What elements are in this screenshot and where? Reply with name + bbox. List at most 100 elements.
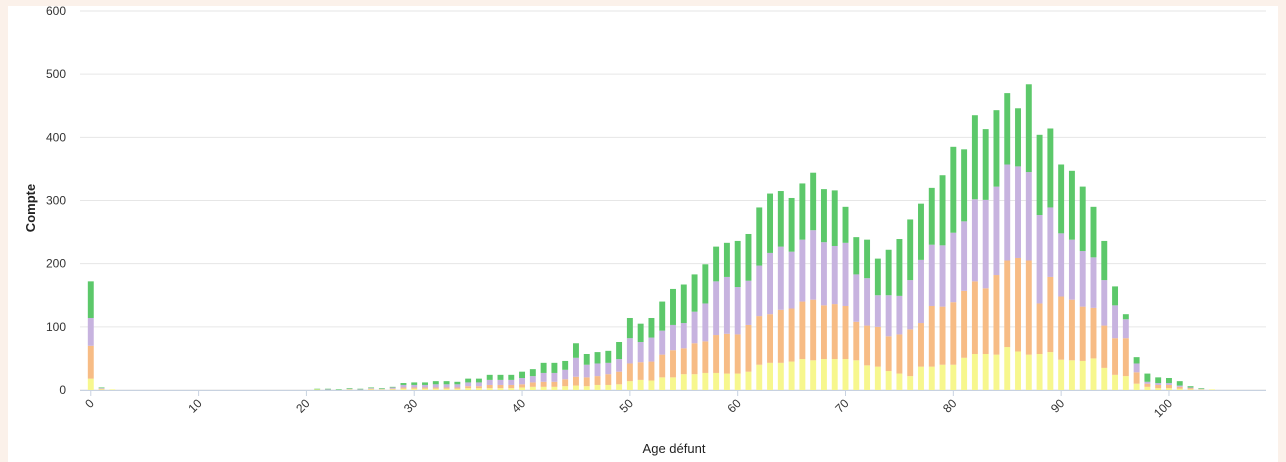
bar-segment: [497, 379, 504, 385]
y-tick-label: 300: [46, 194, 66, 208]
bar-segment: [831, 245, 838, 305]
bar-segment: [971, 353, 978, 390]
bar-segment: [918, 323, 924, 367]
bar-segment: [594, 376, 601, 385]
bar-segment: [648, 380, 655, 390]
bar-segment: [950, 146, 957, 233]
bar-segment: [670, 377, 676, 390]
bar-segment: [572, 357, 579, 377]
bar-segment: [831, 359, 838, 390]
bar-segment: [918, 366, 924, 390]
bar-segment: [1176, 386, 1183, 389]
bar-segment: [1004, 164, 1011, 261]
bar-segment: [411, 387, 418, 389]
bar-segment: [389, 386, 396, 388]
bar-segment: [519, 377, 526, 385]
bar-segment: [1165, 383, 1172, 385]
bar-segment: [885, 249, 892, 296]
bar-segment: [465, 388, 472, 390]
bar-segment: [820, 189, 827, 243]
x-tick-label: 0: [82, 396, 97, 411]
bar-segment: [378, 388, 385, 390]
bar-segment: [87, 317, 94, 346]
bar-segment: [918, 259, 924, 324]
bar-segment: [993, 354, 1000, 390]
bar-segment: [1090, 358, 1097, 390]
bar-segment: [670, 350, 676, 378]
bar-segment: [702, 341, 709, 373]
bar-segment: [950, 364, 957, 390]
bar-segment: [788, 361, 795, 390]
bar-segment: [368, 388, 375, 390]
bar-segment: [1036, 303, 1043, 354]
bar-segment: [810, 230, 817, 300]
bar-segment: [357, 388, 364, 390]
bar-segment: [874, 295, 881, 327]
bar-segment: [411, 382, 418, 385]
bar-segment: [540, 372, 547, 382]
bar-segment: [1090, 257, 1097, 308]
bar-segment: [723, 373, 730, 390]
bar-segment: [616, 341, 623, 360]
bar-segment: [1058, 359, 1065, 390]
bar-segment: [820, 305, 827, 360]
bar-segment: [637, 362, 644, 380]
bar-segment: [971, 199, 978, 282]
bar-segment: [713, 281, 720, 336]
bar-segment: [335, 389, 342, 390]
bar-segment: [864, 325, 871, 366]
bar-segment: [1036, 134, 1043, 216]
bar-segment: [1047, 276, 1054, 353]
bar-segment: [540, 386, 547, 390]
bar-segment: [713, 246, 720, 282]
bar-segment: [1015, 351, 1021, 390]
bar-segment: [691, 343, 698, 375]
bar-segment: [1036, 353, 1043, 390]
bar-segment: [734, 287, 741, 335]
bar-segment: [605, 384, 612, 390]
bar-segment: [1144, 381, 1151, 384]
y-tick-label: 0: [59, 383, 66, 397]
bar-segment: [626, 363, 633, 382]
y-tick-label: 200: [46, 257, 66, 271]
bar-segment: [842, 242, 849, 306]
bar-segment: [982, 199, 989, 289]
bar-segment: [885, 295, 892, 337]
bar-segment: [961, 221, 968, 291]
bar-segment: [540, 362, 547, 373]
bar-segment: [1047, 128, 1054, 208]
bar-segment: [680, 374, 687, 390]
bar-segment: [831, 190, 838, 246]
bar-segment: [659, 330, 666, 355]
bar-segment: [98, 387, 105, 389]
bar-segment: [928, 187, 935, 245]
bar-segment: [1079, 251, 1086, 307]
bar-segment: [368, 389, 375, 390]
bar-segment: [928, 305, 935, 367]
bar-segment: [885, 336, 892, 372]
bar-segment: [756, 265, 763, 317]
bar-segment: [497, 388, 504, 390]
bar-segment: [777, 362, 784, 390]
bar-segment: [1112, 374, 1119, 390]
bar-segment: [928, 244, 935, 306]
bar-segment: [519, 384, 526, 388]
bar-segment: [422, 388, 428, 390]
bar-segment: [594, 363, 601, 377]
gridlines: [80, 10, 1266, 391]
bar-segment: [583, 377, 590, 387]
bar-segment: [497, 374, 504, 380]
bar-segment: [702, 303, 709, 342]
bar-segment: [572, 343, 579, 358]
bar-segment: [745, 371, 752, 390]
bar-segment: [422, 387, 428, 389]
bar-segment: [799, 301, 806, 360]
bar-segment: [1015, 108, 1021, 167]
bar-segment: [950, 302, 957, 365]
bar-segment: [1101, 280, 1108, 326]
bar-segment: [465, 382, 472, 387]
bar-segment: [486, 379, 493, 385]
bar-segment: [1198, 388, 1205, 389]
bar-segment: [939, 245, 946, 307]
bar-segment: [993, 186, 1000, 276]
